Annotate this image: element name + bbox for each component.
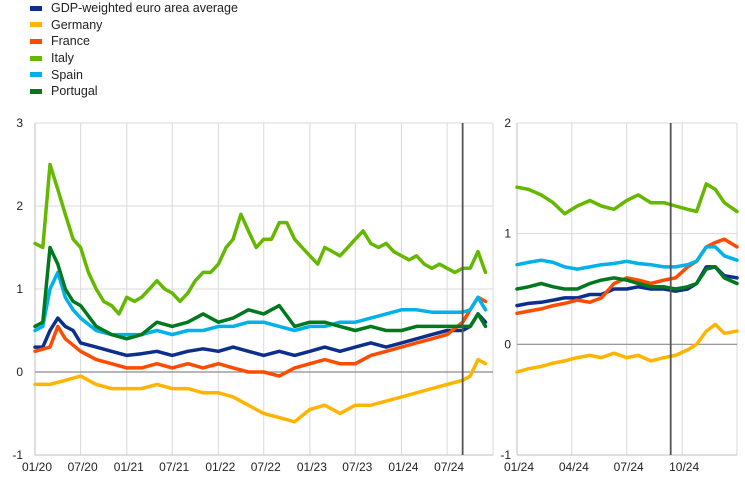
legend-label: Spain [51,67,83,82]
legend-swatch [30,5,42,11]
legend-label: GDP-weighted euro area average [51,1,238,16]
x-tick-label: 07/23 [342,460,372,474]
left-panel: -1 0 1 2 3 01/20 07/20 01/21 07/21 01/22 07/22 01/2… [12,116,494,474]
legend-label: Portugal [51,84,98,99]
y-tick-label: 2 [16,199,23,213]
legend-item: France [30,33,238,50]
series-line [33,357,488,424]
legend-swatch [30,55,42,61]
x-tick-label: 07/20 [68,460,98,474]
right-panel: -1 0 1 2 01/24 04/24 07/24 10/24 [500,116,739,474]
x-tick-label: 01/21 [114,460,144,474]
series-line [33,270,488,337]
x-tick-label: 01/22 [205,460,235,474]
x-tick-label: 07/22 [251,460,281,474]
x-tick-label: 10/24 [669,460,699,474]
x-tick-label: 01/20 [22,460,52,474]
x-tick-label: 07/24 [434,460,464,474]
x-tick-label: 07/24 [614,460,644,474]
y-tick-label: -1 [12,448,23,462]
legend-swatch [30,72,42,78]
y-tick-label: 1 [504,227,511,241]
legend-label: France [51,34,90,49]
x-tick-label: 04/24 [559,460,589,474]
x-tick-label: 01/24 [388,460,418,474]
legend-swatch [30,38,42,44]
legend-label: Germany [51,17,103,32]
series-line [515,265,739,291]
x-tick-label: 07/21 [159,460,189,474]
legend-item: Germany [30,17,238,34]
series-line [33,295,488,378]
legend-item: Italy [30,50,238,67]
series-line [515,245,739,271]
legend-item: Portugal [30,83,238,100]
series-line [515,322,739,374]
x-tick-label: 01/24 [504,460,534,474]
series-line [515,182,739,216]
legend-swatch [30,22,42,28]
y-tick-label: 0 [504,337,511,351]
series-line [33,245,488,341]
legend-label: Italy [51,51,74,66]
legend: GDP-weighted euro area average Germany Fra… [30,0,238,100]
y-tick-label: 0 [16,365,23,379]
y-tick-label: -1 [500,448,511,462]
legend-swatch [30,88,42,94]
legend-item: Spain [30,66,238,83]
x-tick-label: 01/23 [297,460,327,474]
series-line [33,312,488,358]
y-tick-label: 3 [16,116,23,130]
series-line [33,162,488,316]
y-tick-label: 1 [16,282,23,296]
legend-item: GDP-weighted euro area average [30,0,238,17]
y-tick-label: 2 [504,116,511,130]
